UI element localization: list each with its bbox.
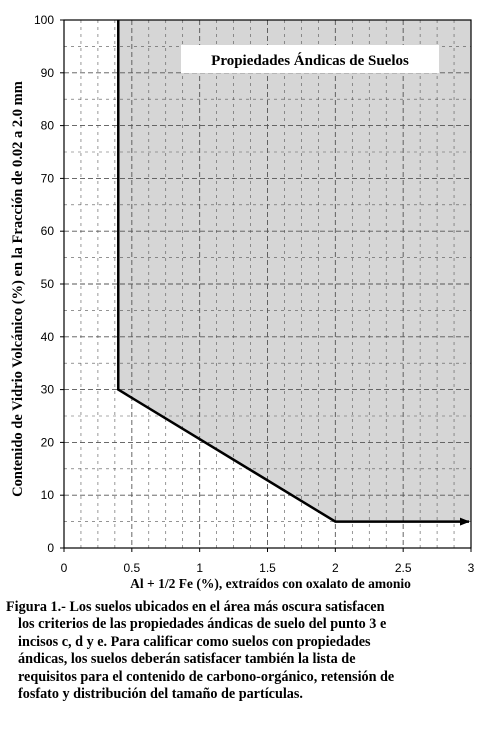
y-tick-label: 40 [41, 330, 55, 344]
x-tick-label: 1 [196, 561, 203, 575]
x-tick-label: 0 [61, 561, 68, 575]
x-tick-label: 0.5 [123, 561, 140, 575]
y-tick-label: 10 [41, 488, 55, 502]
caption-line: incisos c, d y e. Para calificar como su… [18, 633, 371, 650]
x-tick-label: 1.5 [259, 561, 276, 575]
plot-area: 0 0.5 1 1.5 2 2.5 30102030405060708090100Propi… [10, 13, 475, 591]
y-axis-label: Contenido de Vidrio Volcánico (%) en la … [10, 81, 26, 497]
y-tick-label: 60 [41, 224, 55, 238]
y-tick-label: 90 [41, 66, 55, 80]
caption-line: los criterios de las propiedades ándicas… [18, 616, 387, 633]
caption-line: requisitos para el contenido de carbono-… [18, 668, 395, 685]
x-tick-label: 3 [468, 561, 475, 575]
y-tick-label: 0 [47, 541, 54, 555]
x-tick-label: 2.5 [395, 561, 412, 575]
caption-line: Figura 1.- Los suelos ubicados en el áre… [6, 599, 385, 615]
y-tick-label: 20 [41, 435, 55, 449]
y-tick-label: 50 [41, 277, 55, 291]
x-axis-label: Al + 1/2 Fe (%), extraídos con oxalato d… [130, 576, 411, 591]
y-tick-label: 70 [41, 171, 55, 185]
annotation-label: Propiedades Ándicas de Suelos [211, 52, 409, 69]
chart: 0 0.5 1 1.5 2 2.5 30102030405060708090100Propi… [10, 13, 475, 591]
caption-line: fosfato y distribución del tamaño de par… [18, 686, 303, 703]
boundary-line [117, 20, 470, 526]
x-tick-label: 2 [332, 561, 339, 575]
shaded-andic-region [118, 20, 472, 522]
annotation-box [181, 45, 439, 73]
figure-caption: Figura 1.- Los suelos ubicados en el áre… [6, 599, 488, 703]
y-tick-label: 30 [41, 383, 55, 397]
caption-line: ándicas, los suelos deberán satisfacer t… [18, 651, 356, 668]
y-tick-label: 80 [41, 119, 55, 133]
y-tick-label: 100 [34, 13, 54, 27]
